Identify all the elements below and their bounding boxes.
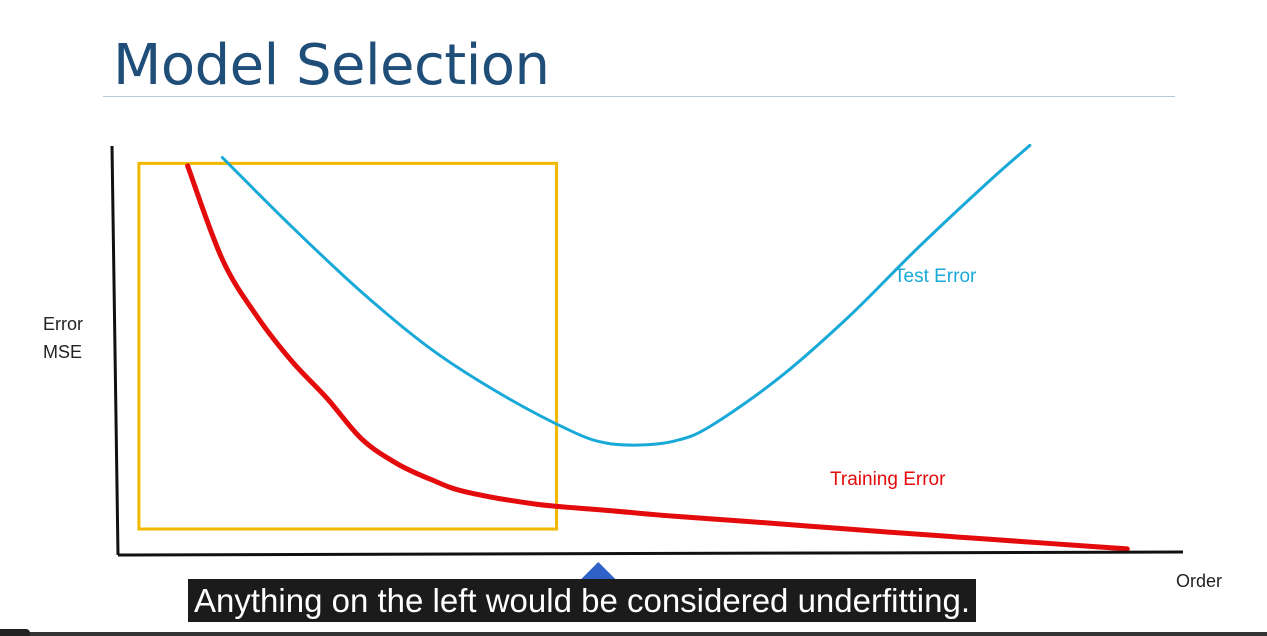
training-error-curve xyxy=(185,163,1130,552)
title-divider xyxy=(103,96,1175,97)
position-marker xyxy=(580,562,617,580)
training-error-label: Training Error xyxy=(830,469,946,490)
highlight-group xyxy=(137,161,559,531)
y-axis-label-line-2: MSE xyxy=(43,342,82,362)
test-error-label: Test Error xyxy=(894,266,977,287)
x-axis xyxy=(117,550,1184,557)
underfitting-highlight-box xyxy=(137,161,559,531)
slide-title: Model Selection xyxy=(113,33,550,98)
video-caption: Anything on the left would be considered… xyxy=(188,579,977,622)
x-axis-label: Order xyxy=(1176,571,1222,591)
player-corner-handle xyxy=(0,629,30,636)
test-error-curve xyxy=(220,143,1032,447)
y-axis-label-line-1: Error xyxy=(43,314,83,334)
video-progress-bar[interactable] xyxy=(0,632,1267,636)
series-group xyxy=(185,143,1130,552)
y-axis xyxy=(110,145,120,556)
